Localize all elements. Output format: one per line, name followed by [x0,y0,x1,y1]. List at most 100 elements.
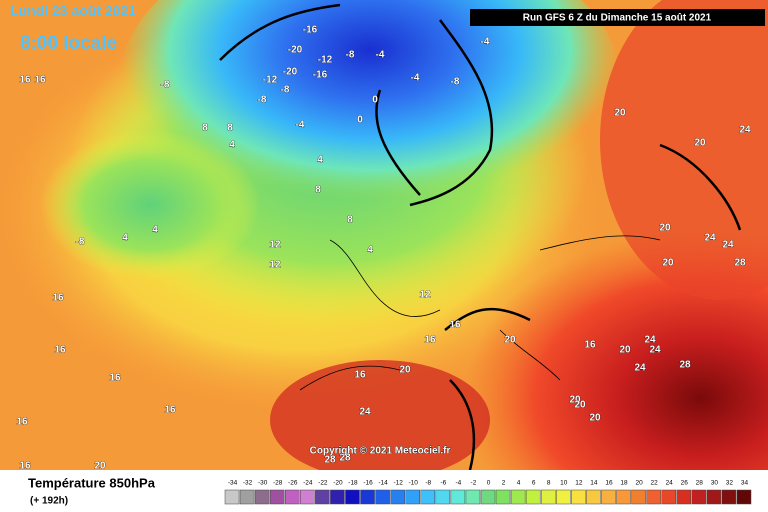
scale-swatch [661,489,676,505]
scale-label: -24 [303,480,313,487]
scale-swatch [571,489,586,505]
scale-swatch [721,489,737,505]
contour-label: 24 [634,363,646,374]
valid-date: Lundi 23 août 2021 [10,3,136,19]
scale-label: 24 [666,480,674,487]
contour-label: 16 [52,293,64,304]
scale-label: -12 [393,480,403,487]
contour-label: -20 [288,45,303,56]
scale-swatch [646,489,661,505]
contour-label: 24 [704,233,716,244]
contour-label: 16 [109,373,121,384]
scale-swatch [405,489,420,505]
contour-label: 4 [122,233,128,244]
scale-swatch [525,489,541,505]
contour-label: -4 [376,50,385,61]
contour-label: 16 [449,320,461,331]
scale-label: -4 [455,480,461,487]
scale-label: 10 [560,480,568,487]
contour-label: 20 [694,138,706,149]
contour-label: -8 [346,50,355,61]
scale-swatch [435,489,451,505]
contour-label: 20 [659,223,671,234]
scale-swatch [360,489,375,505]
scale-label: -16 [363,480,373,487]
scale-swatch [586,489,601,505]
contour-label: 16 [19,75,31,86]
contour-label: -16 [313,70,328,81]
contour-label: 8 [347,215,353,226]
scale-swatch [480,489,496,505]
contour-label: 24 [739,125,751,136]
contour-label: 4 [229,140,235,151]
contour-label: -12 [318,55,333,66]
contour-label: 16 [354,370,366,381]
scale-swatch [601,489,616,505]
contour-label: 4 [367,245,373,256]
scale-swatch [300,489,315,505]
scale-label: 0 [487,480,491,487]
contour-label: 0 [372,95,378,106]
contour-label: 24 [359,407,371,418]
scale-label: -8 [425,480,431,487]
scale-label: -34 [228,480,238,487]
scale-swatch [465,489,481,505]
hot-zone [600,0,768,300]
scale-swatch [390,489,405,505]
scale-swatch [254,489,270,505]
scale-label: 32 [726,480,734,487]
contour-label: 4 [152,225,158,236]
scale-swatch [736,489,752,505]
scale-swatch [269,489,285,505]
contour-label: -8 [161,80,170,91]
contour-label: -4 [296,120,305,131]
scale-swatch [330,489,345,505]
coastlines [299,235,661,391]
scale-label: -22 [318,480,328,487]
valid-time: 8:00 locale [20,33,117,54]
hot-zone [270,360,490,480]
scale-swatch [239,489,255,505]
scale-swatch [556,489,571,505]
scale-label: 8 [547,480,551,487]
scale-swatch [315,489,330,505]
scale-label: 14 [590,480,598,487]
contour-label: -8 [281,85,290,96]
scale-swatch [631,489,646,505]
isotherm-lines [219,3,742,471]
contour-label: 8 [227,123,233,134]
contour-label: 28 [324,455,336,466]
contour-label: 20 [589,413,601,424]
scale-swatch [691,489,707,505]
contour-label: -4 [481,37,490,48]
scale-label: 6 [532,480,536,487]
contour-label: 16 [54,345,66,356]
contour-label: 28 [679,360,691,371]
scale-label: 22 [651,480,659,487]
scale-swatch [495,489,511,505]
scale-swatch [375,489,390,505]
scale-label: 16 [605,480,613,487]
contour-label: 12 [269,260,281,271]
contour-label: -12 [263,75,278,86]
run-info: Run GFS 6 Z du Dimanche 15 août 2021 [523,13,712,24]
contour-label: -4 [411,73,420,84]
scale-label: -32 [243,480,253,487]
contour-label: 16 [424,335,436,346]
contour-label: 24 [644,335,656,346]
contour-label: 28 [339,453,351,464]
contour-label: 28 [734,258,746,269]
scale-label: -2 [471,480,477,487]
scale-swatch [345,489,360,505]
contour-label: 8 [315,185,321,196]
scale-label: 34 [741,480,749,487]
scale-swatch [284,489,300,505]
run-banner [470,9,765,26]
contour-label: 20 [662,258,674,269]
scale-label: -20 [333,480,343,487]
contour-label: -8 [76,237,85,248]
scale-swatch [510,489,526,505]
scale-label: -30 [258,480,268,487]
contour-label: 20 [614,108,626,119]
contour-label: 20 [94,461,106,472]
